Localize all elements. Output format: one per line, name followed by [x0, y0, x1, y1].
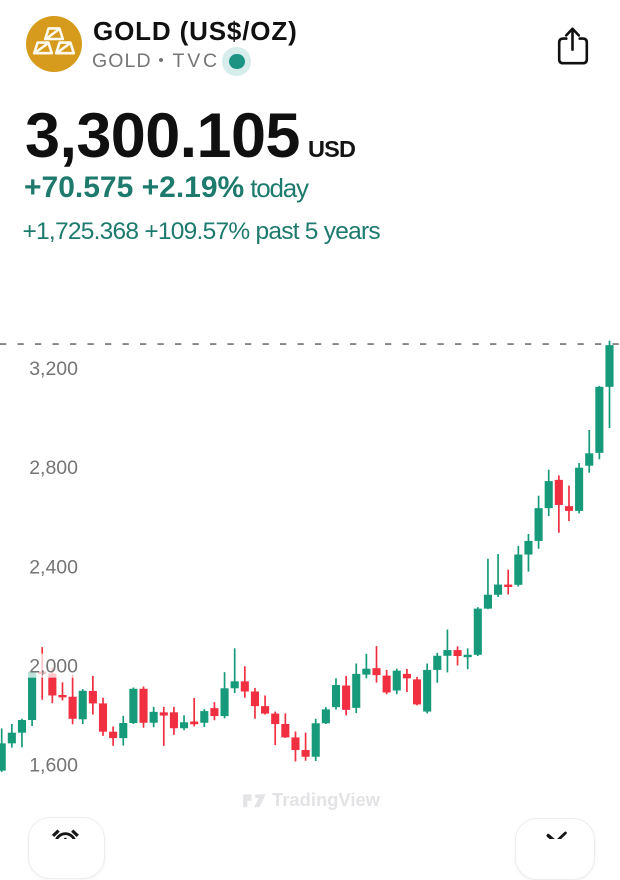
svg-text:2,800: 2,800 [29, 457, 78, 479]
svg-text:2,400: 2,400 [29, 556, 78, 578]
svg-text:2,000: 2,000 [29, 656, 78, 678]
svg-text:1,600: 1,600 [29, 755, 78, 777]
svg-text:3,200: 3,200 [29, 358, 78, 380]
svg-text:TradingView: TradingView [272, 789, 381, 810]
